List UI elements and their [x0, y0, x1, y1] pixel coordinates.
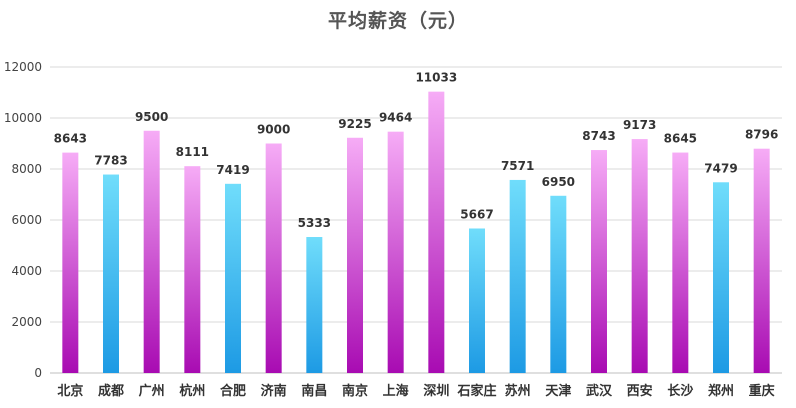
x-tick-label: 长沙 — [667, 383, 693, 399]
bar-石家庄[interactable] — [469, 228, 485, 373]
data-label: 8643 — [54, 132, 87, 146]
x-tick-label: 合肥 — [220, 383, 246, 399]
bar-深圳[interactable] — [428, 91, 445, 373]
bar-上海[interactable] — [387, 131, 404, 373]
bar-天津[interactable] — [550, 195, 567, 373]
x-tick-label: 郑州 — [708, 383, 734, 399]
x-tick-label: 石家庄 — [456, 383, 496, 399]
bar-郑州[interactable] — [713, 182, 729, 373]
data-label: 9500 — [135, 110, 168, 124]
bar-南京[interactable] — [347, 137, 363, 373]
x-tick-label: 杭州 — [179, 383, 205, 399]
bar-广州[interactable] — [143, 130, 160, 373]
y-tick-label: 2000 — [11, 315, 42, 329]
x-tick-label: 成都 — [98, 383, 124, 399]
data-label: 8743 — [582, 129, 615, 143]
x-tick-label: 济南 — [261, 383, 287, 399]
data-label: 8645 — [664, 132, 697, 146]
x-tick-label: 北京 — [57, 383, 83, 399]
y-tick-label: 12000 — [4, 60, 42, 74]
bar-成都[interactable] — [103, 174, 119, 373]
x-tick-label: 重庆 — [749, 383, 775, 399]
data-label: 11033 — [415, 71, 457, 85]
x-tick-label: 西安 — [627, 383, 653, 399]
y-tick-label: 0 — [34, 366, 42, 380]
data-label: 5667 — [460, 207, 493, 221]
x-tick-label: 苏州 — [505, 383, 531, 399]
bar-苏州[interactable] — [509, 179, 526, 373]
bar-重庆[interactable] — [753, 148, 770, 373]
y-tick-label: 6000 — [11, 213, 42, 227]
bar-杭州[interactable] — [184, 166, 201, 373]
data-label: 9464 — [379, 111, 412, 125]
x-tick-label: 深圳 — [423, 383, 449, 399]
x-tick-label: 南昌 — [301, 383, 327, 399]
x-tick-label: 上海 — [383, 383, 409, 399]
data-label: 8796 — [745, 128, 778, 142]
bar-北京[interactable] — [62, 152, 79, 373]
data-label: 9000 — [257, 123, 290, 137]
data-label: 5333 — [298, 216, 331, 230]
bar-南昌[interactable] — [306, 237, 323, 373]
data-label: 9225 — [338, 117, 371, 131]
data-label: 7419 — [216, 163, 249, 177]
data-label: 8111 — [176, 145, 209, 159]
x-tick-label: 南京 — [342, 383, 368, 399]
bar-济南[interactable] — [265, 143, 282, 374]
data-label: 9173 — [623, 118, 656, 132]
data-label: 6950 — [542, 175, 575, 189]
data-label: 7479 — [704, 161, 737, 175]
y-tick-label: 4000 — [11, 264, 42, 278]
x-tick-label: 天津 — [545, 383, 571, 399]
bar-长沙[interactable] — [672, 152, 689, 373]
data-label: 7571 — [501, 159, 534, 173]
y-tick-label: 8000 — [11, 162, 42, 176]
x-tick-label: 武汉 — [586, 383, 613, 399]
data-label: 7783 — [94, 154, 127, 168]
y-tick-label: 10000 — [4, 111, 42, 125]
bar-西安[interactable] — [631, 139, 648, 373]
x-tick-label: 广州 — [139, 383, 165, 399]
bar-合肥[interactable] — [225, 183, 241, 373]
chart-title: 平均薪资（元） — [327, 10, 468, 32]
bar-武汉[interactable] — [591, 150, 607, 373]
